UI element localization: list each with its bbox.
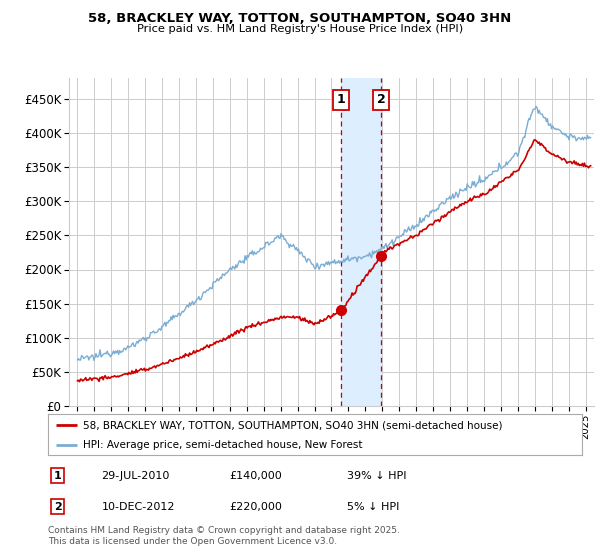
Text: £220,000: £220,000 [230, 502, 283, 512]
Text: 5% ↓ HPI: 5% ↓ HPI [347, 502, 400, 512]
Text: 58, BRACKLEY WAY, TOTTON, SOUTHAMPTON, SO40 3HN (semi-detached house): 58, BRACKLEY WAY, TOTTON, SOUTHAMPTON, S… [83, 421, 502, 430]
Text: 58, BRACKLEY WAY, TOTTON, SOUTHAMPTON, SO40 3HN: 58, BRACKLEY WAY, TOTTON, SOUTHAMPTON, S… [88, 12, 512, 25]
Text: Contains HM Land Registry data © Crown copyright and database right 2025.
This d: Contains HM Land Registry data © Crown c… [48, 526, 400, 546]
Text: £140,000: £140,000 [230, 471, 283, 481]
Text: Price paid vs. HM Land Registry's House Price Index (HPI): Price paid vs. HM Land Registry's House … [137, 24, 463, 34]
Text: 1: 1 [337, 93, 346, 106]
Text: 2: 2 [377, 93, 386, 106]
Text: HPI: Average price, semi-detached house, New Forest: HPI: Average price, semi-detached house,… [83, 440, 362, 450]
Text: 2: 2 [54, 502, 61, 512]
Text: 1: 1 [54, 471, 61, 481]
Text: 39% ↓ HPI: 39% ↓ HPI [347, 471, 407, 481]
Bar [341, 78, 381, 406]
Text: 10-DEC-2012: 10-DEC-2012 [101, 502, 175, 512]
Text: 29-JUL-2010: 29-JUL-2010 [101, 471, 170, 481]
